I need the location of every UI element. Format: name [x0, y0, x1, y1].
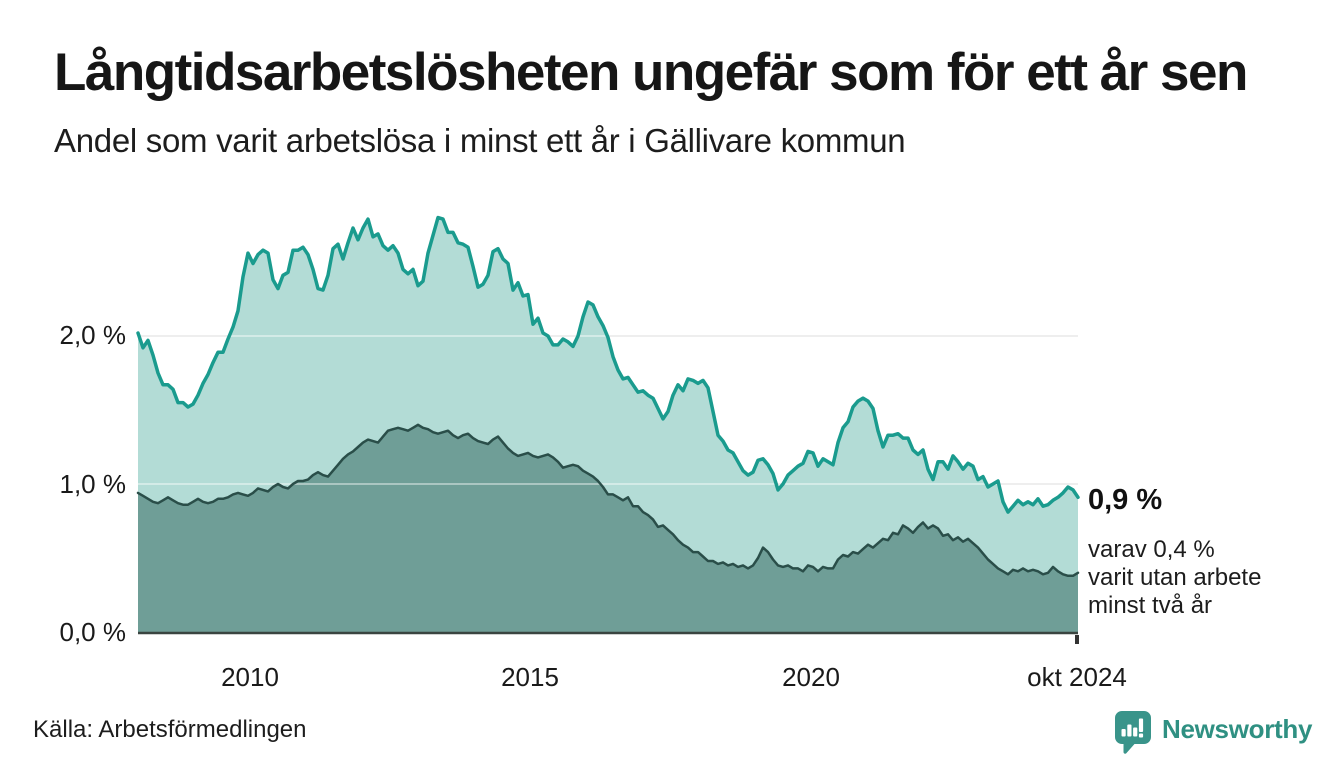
- logo-bar-2: [1127, 724, 1132, 737]
- newsworthy-logo-text: Newsworthy: [1162, 714, 1313, 744]
- x-axis-label-2020: 2020: [782, 662, 840, 692]
- newsworthy-logo[interactable]: Newsworthy: [1113, 710, 1312, 754]
- end-note-line2: varit utan arbete: [1088, 564, 1262, 591]
- line-total: [136, 215, 1080, 514]
- x-axis-label-2010: 2010: [221, 662, 279, 692]
- area-two-years: [138, 424, 1078, 632]
- logo-bar-3: [1133, 727, 1138, 737]
- newsworthy-logo-icon: [1115, 711, 1151, 754]
- y-axis-label-2: 2,0 %: [59, 320, 127, 350]
- end-note-line3: minst två år: [1088, 592, 1213, 619]
- line-two-years: [136, 423, 1080, 578]
- logo-bubble-shape: [1115, 711, 1151, 754]
- logo-exclamation-bar: [1138, 718, 1144, 732]
- page-title: Långtidsarbetslösheten ungefär som för e…: [54, 43, 1248, 102]
- end-value-annotation: 0,9 %: [1088, 484, 1163, 516]
- x-axis-label-okt-2024: okt 2024: [1027, 662, 1127, 692]
- page-subtitle: Andel som varit arbetslösa i minst ett å…: [54, 122, 906, 159]
- y-axis-label-1: 1,0 %: [59, 469, 127, 499]
- end-note-line1: varav 0,4 %: [1088, 536, 1215, 563]
- x-axis-label-2015: 2015: [501, 662, 559, 692]
- y-axis-label-0: 0,0 %: [59, 617, 127, 647]
- end-note-annotation: varav 0,4 % varit utan arbete minst två …: [1088, 536, 1261, 620]
- logo-bar-1: [1121, 729, 1126, 737]
- source-credit: Källa: Arbetsförmedlingen: [33, 716, 307, 743]
- logo-exclamation-dot: [1138, 733, 1144, 738]
